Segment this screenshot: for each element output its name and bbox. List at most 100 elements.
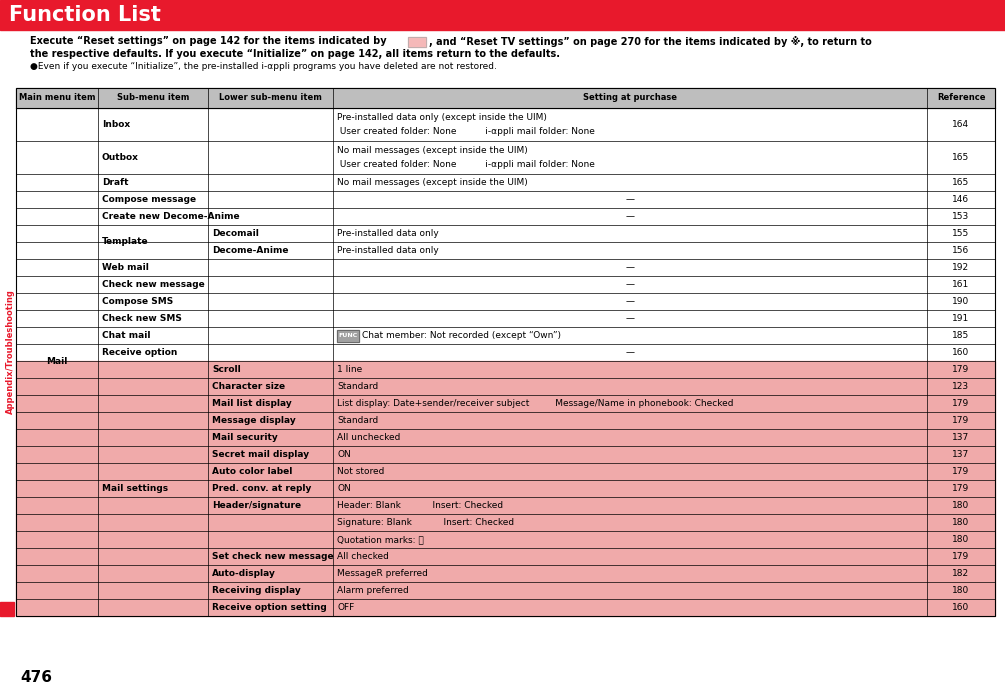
Bar	[16, 293, 995, 310]
Text: Pre-installed data only (except inside the UIM): Pre-installed data only (except inside t…	[337, 113, 547, 122]
Text: 137: 137	[953, 433, 970, 442]
Text: Auto color label: Auto color label	[212, 467, 292, 476]
Text: All checked: All checked	[337, 552, 389, 561]
Text: Mail: Mail	[46, 358, 67, 367]
Text: Secret mail display: Secret mail display	[212, 450, 310, 459]
Text: All unchecked: All unchecked	[337, 433, 400, 442]
Text: —: —	[625, 297, 634, 306]
Text: —: —	[625, 348, 634, 357]
Bar	[16, 344, 995, 361]
Text: OFF: OFF	[337, 603, 354, 612]
Text: Main menu item: Main menu item	[19, 94, 95, 103]
Text: Not stored: Not stored	[337, 467, 384, 476]
Text: ON: ON	[337, 450, 351, 459]
Bar	[16, 361, 995, 378]
Text: 185: 185	[953, 331, 970, 340]
Bar	[16, 480, 995, 497]
Bar	[16, 531, 995, 548]
Text: Mail list display: Mail list display	[212, 399, 291, 408]
Text: Standard: Standard	[337, 416, 378, 425]
Text: Check new message: Check new message	[102, 280, 205, 289]
Text: FUNC: FUNC	[339, 333, 358, 338]
Text: Receive option: Receive option	[102, 348, 177, 357]
Text: Outbox: Outbox	[102, 153, 139, 162]
Bar	[408, 37, 426, 47]
Text: Pre-installed data only: Pre-installed data only	[337, 229, 439, 238]
Bar	[16, 141, 995, 174]
Text: Mail security: Mail security	[212, 433, 277, 442]
Text: User created folder: None          i-αppli mail folder: None: User created folder: None i-αppli mail f…	[337, 128, 595, 137]
Text: 180: 180	[953, 518, 970, 527]
Text: No mail messages (except inside the UIM): No mail messages (except inside the UIM)	[337, 146, 528, 155]
Text: 192: 192	[953, 263, 970, 272]
Bar	[16, 276, 995, 293]
Text: 137: 137	[953, 450, 970, 459]
Text: ●Even if you execute “Initialize”, the pre-installed i-αppli programs you have d: ●Even if you execute “Initialize”, the p…	[30, 62, 496, 71]
Text: Quotation marks: 》: Quotation marks: 》	[337, 535, 424, 544]
Text: 179: 179	[953, 399, 970, 408]
Text: Mail settings: Mail settings	[102, 484, 168, 493]
Bar	[16, 395, 995, 412]
Text: Decome-Anime: Decome-Anime	[212, 246, 288, 255]
Text: 164: 164	[953, 120, 970, 129]
Text: 180: 180	[953, 586, 970, 595]
Text: 180: 180	[953, 501, 970, 510]
Text: 165: 165	[953, 178, 970, 187]
Bar	[337, 329, 359, 342]
Text: 190: 190	[953, 297, 970, 306]
Text: 179: 179	[953, 552, 970, 561]
Text: Setting at purchase: Setting at purchase	[583, 94, 677, 103]
Bar	[16, 191, 995, 208]
Bar	[16, 108, 995, 141]
Bar	[0, 0, 1005, 30]
Text: 179: 179	[953, 467, 970, 476]
Bar	[16, 259, 995, 276]
Bar	[16, 225, 995, 242]
Text: Header/signature: Header/signature	[212, 501, 302, 510]
Text: Compose SMS: Compose SMS	[102, 297, 173, 306]
Text: Sub-menu item: Sub-menu item	[117, 94, 189, 103]
Bar	[16, 310, 995, 327]
Bar	[16, 327, 995, 344]
Bar	[16, 599, 995, 616]
Text: Chat mail: Chat mail	[102, 331, 151, 340]
Text: Compose message: Compose message	[102, 195, 196, 204]
Text: 180: 180	[953, 535, 970, 544]
Text: Function List: Function List	[9, 5, 161, 25]
Text: Receiving display: Receiving display	[212, 586, 300, 595]
Bar	[16, 378, 995, 395]
Text: Signature: Blank           Insert: Checked: Signature: Blank Insert: Checked	[337, 518, 515, 527]
Text: Draft: Draft	[102, 178, 129, 187]
Bar	[16, 88, 995, 616]
Bar	[16, 565, 995, 582]
Text: Create new Decome-Anime: Create new Decome-Anime	[102, 212, 239, 221]
Text: Template: Template	[102, 238, 149, 247]
Text: 160: 160	[953, 348, 970, 357]
Text: 123: 123	[953, 382, 970, 391]
Text: —: —	[625, 263, 634, 272]
Text: Decomail: Decomail	[212, 229, 259, 238]
Text: the respective defaults. If you execute “Initialize” on page 142, all items retu: the respective defaults. If you execute …	[30, 49, 560, 59]
Text: Scroll: Scroll	[212, 365, 241, 374]
Text: 153: 153	[953, 212, 970, 221]
Text: ON: ON	[337, 484, 351, 493]
Text: Standard: Standard	[337, 382, 378, 391]
Text: MessageR preferred: MessageR preferred	[337, 569, 428, 578]
Text: 179: 179	[953, 416, 970, 425]
Text: 182: 182	[953, 569, 970, 578]
Text: 191: 191	[953, 314, 970, 323]
Bar	[16, 548, 995, 565]
Bar	[408, 37, 426, 47]
Text: Alarm preferred: Alarm preferred	[337, 586, 409, 595]
Bar	[337, 329, 359, 342]
Text: No mail messages (except inside the UIM): No mail messages (except inside the UIM)	[337, 178, 528, 187]
Text: Character size: Character size	[212, 382, 285, 391]
Text: Pred. conv. at reply: Pred. conv. at reply	[212, 484, 312, 493]
Bar	[16, 514, 995, 531]
Text: Lower sub-menu item: Lower sub-menu item	[219, 94, 322, 103]
Text: Execute “Reset settings” on page 142 for the items indicated by: Execute “Reset settings” on page 142 for…	[30, 36, 387, 46]
Text: 179: 179	[953, 365, 970, 374]
Text: 161: 161	[953, 280, 970, 289]
Bar	[16, 497, 995, 514]
Text: 156: 156	[953, 246, 970, 255]
